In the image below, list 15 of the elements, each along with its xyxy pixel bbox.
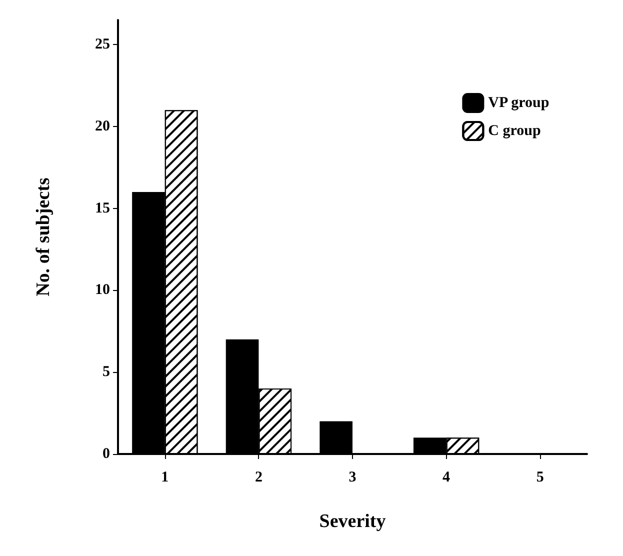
legend-label: VP group bbox=[488, 95, 550, 111]
x-axis-title: Severity bbox=[319, 511, 386, 532]
y-tick-label: 0 bbox=[102, 446, 110, 462]
y-tick-label: 10 bbox=[95, 282, 110, 298]
y-tick-label: 15 bbox=[95, 200, 110, 216]
x-tick-label: 2 bbox=[254, 470, 262, 486]
x-tick-label: 5 bbox=[536, 470, 544, 486]
y-axis-title: No. of subjects bbox=[33, 178, 54, 296]
x-tick-label: 4 bbox=[442, 470, 451, 486]
y-tick-label: 25 bbox=[95, 36, 110, 53]
x-tick-label: 3 bbox=[348, 470, 356, 486]
y-tick-label: 20 bbox=[95, 118, 110, 134]
legend-label: C group bbox=[488, 123, 541, 139]
x-tick-label: 1 bbox=[161, 470, 169, 486]
y-tick-label: 5 bbox=[102, 364, 110, 380]
